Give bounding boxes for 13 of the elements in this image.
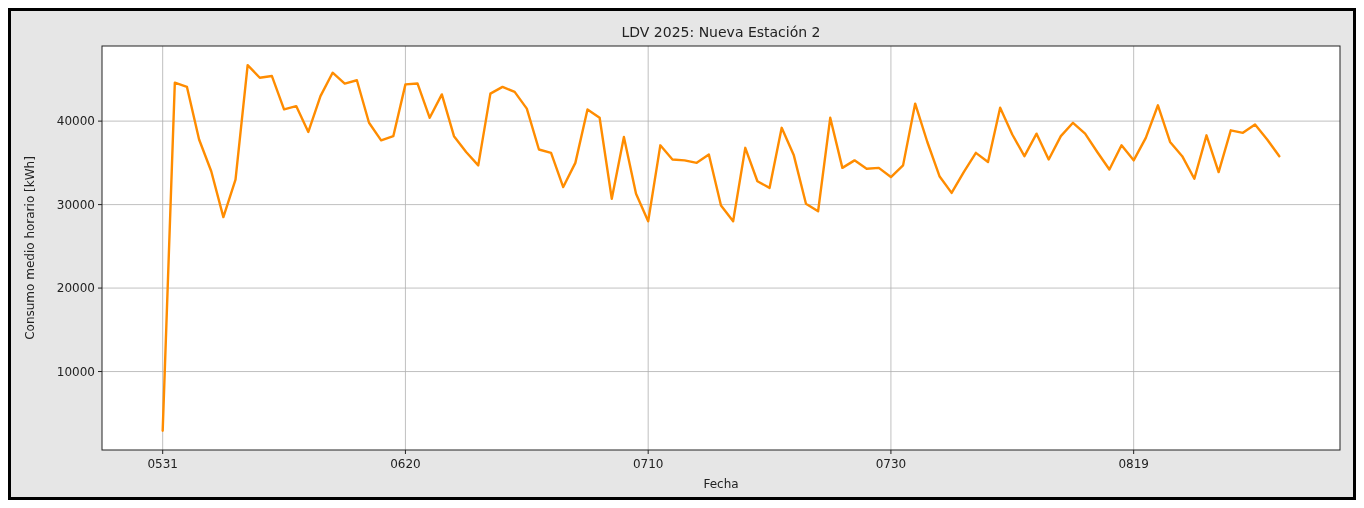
x-tick-label: 0531 bbox=[147, 457, 178, 471]
x-tick-label: 0730 bbox=[875, 457, 907, 471]
x-tick-label: 0819 bbox=[1118, 457, 1149, 471]
x-axis-title: Fecha bbox=[703, 477, 739, 491]
y-axis-title: Consumo medio horario [kWh] bbox=[23, 156, 37, 340]
y-tick-label: 10000 bbox=[56, 364, 95, 379]
y-tick-label: 20000 bbox=[56, 281, 95, 296]
x-tick-label: 0710 bbox=[632, 457, 664, 471]
line-series bbox=[161, 64, 1281, 432]
y-tick-label: 40000 bbox=[56, 114, 95, 129]
y-tick-label: 30000 bbox=[56, 197, 95, 212]
chart-title: LDV 2025: Nueva Estación 2 bbox=[621, 24, 821, 40]
x-tick-label: 0620 bbox=[390, 457, 421, 471]
